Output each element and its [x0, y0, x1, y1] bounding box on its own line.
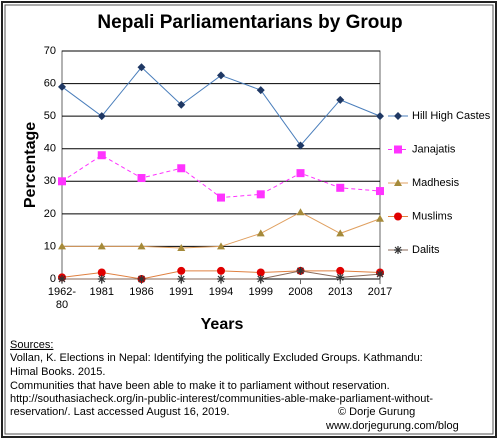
data-point	[376, 112, 384, 121]
data-point	[137, 242, 146, 250]
data-point	[217, 266, 225, 275]
data-point	[217, 275, 225, 283]
chart-title: Nepali Parliamentarians by Group	[97, 12, 402, 33]
data-point	[296, 141, 305, 150]
data-point	[58, 275, 66, 283]
x-tick-label: 2013	[328, 286, 352, 298]
data-point	[296, 266, 305, 275]
legend-marker	[394, 179, 402, 186]
data-point	[256, 275, 265, 283]
data-point	[336, 273, 345, 282]
data-point	[256, 268, 265, 277]
y-tick-label: 50	[44, 110, 56, 122]
y-axis-label: Percentage	[22, 122, 39, 208]
data-point	[177, 100, 186, 109]
sources-heading: Sources:	[10, 339, 53, 351]
source-line: reservation/. Last accessed August 16, 2…	[10, 406, 230, 418]
data-point	[97, 275, 106, 283]
x-tick-label-part: 80	[56, 299, 68, 311]
plot-area	[61, 50, 381, 280]
legend-label: Dalits	[412, 244, 440, 256]
data-point	[256, 86, 265, 95]
source-line: Communities that have been able to make …	[10, 380, 390, 392]
data-point	[58, 242, 66, 250]
legend-label: Muslims	[412, 210, 453, 222]
x-tick-label: 1994	[209, 286, 233, 298]
data-point	[97, 112, 106, 121]
data-point	[177, 266, 186, 275]
x-tick-label: 1991	[169, 286, 193, 298]
data-point	[256, 229, 265, 237]
data-point	[137, 63, 146, 72]
source-line: http://southasiacheck.org/in-public-inte…	[10, 393, 433, 405]
data-point	[217, 193, 225, 202]
source-line: Vollan, K. Elections in Nepal: Identifyi…	[10, 352, 423, 364]
data-point	[217, 71, 225, 80]
x-tick-label: 1981	[90, 286, 114, 298]
credit: www.dorjegurung.com/blog	[325, 420, 459, 432]
legend-label: Madhesis	[412, 177, 460, 189]
data-point	[177, 164, 186, 173]
y-tick-label: 10	[44, 240, 56, 252]
data-point	[177, 244, 186, 252]
y-tick-label: 40	[44, 143, 56, 155]
data-point	[97, 151, 106, 160]
y-tick-label: 0	[50, 273, 56, 285]
legend-marker	[394, 112, 402, 120]
frame-inner	[4, 4, 494, 435]
y-tick-label: 30	[44, 175, 56, 187]
legend-label: Hill High Castes	[412, 110, 491, 122]
credit: © Dorje Gurung	[338, 406, 415, 418]
x-tick-label: 1986	[129, 286, 153, 298]
data-point	[296, 169, 305, 178]
data-point	[137, 275, 146, 283]
y-tick-label: 70	[44, 45, 56, 57]
y-tick-label: 60	[44, 77, 56, 89]
legend-marker	[394, 246, 402, 254]
data-point	[217, 242, 225, 250]
legend-marker	[394, 145, 402, 154]
data-point	[336, 183, 345, 192]
data-point	[376, 214, 384, 222]
data-point	[58, 177, 66, 186]
x-tick-label: 2008	[288, 286, 312, 298]
data-point	[336, 95, 345, 104]
legend-label: Janajatis	[412, 143, 456, 155]
data-point	[97, 242, 106, 250]
data-point	[336, 229, 345, 237]
x-axis-label: Years	[201, 316, 244, 333]
x-tick-label: 1962-80	[48, 286, 76, 311]
x-tick-label: 1999	[249, 286, 273, 298]
x-tick-label: 2017	[368, 286, 392, 298]
data-point	[177, 275, 186, 283]
data-point	[376, 187, 384, 196]
y-tick-label: 20	[44, 208, 56, 220]
data-point	[137, 174, 146, 183]
source-line: Himal Books. 2015.	[10, 366, 105, 378]
data-point	[256, 190, 265, 199]
data-point	[58, 82, 66, 91]
data-point	[336, 266, 345, 275]
legend-marker	[394, 212, 402, 221]
data-point	[296, 208, 305, 216]
data-point	[97, 268, 106, 277]
data-point	[376, 270, 384, 279]
x-tick-label-part: 1962-	[48, 286, 76, 298]
